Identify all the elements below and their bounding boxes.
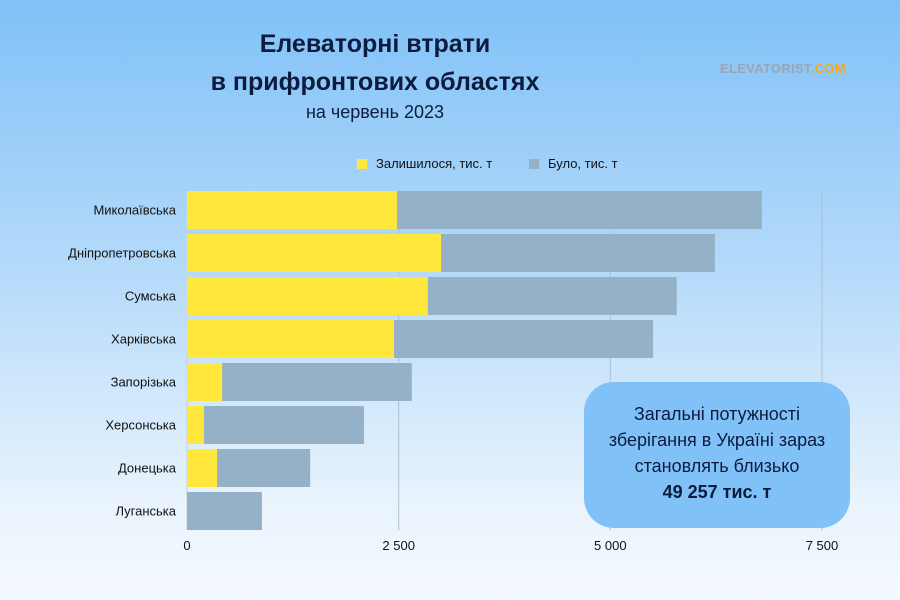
legend-item-was: Було, тис. т <box>529 156 618 171</box>
callout-value: 49 257 тис. т <box>662 482 772 502</box>
bar-remaining <box>187 320 395 358</box>
callout-line: зберігання в Україні зараз <box>608 430 826 450</box>
bar-was <box>187 406 364 444</box>
bar-was <box>187 492 262 530</box>
callout-box: Загальні потужності зберігання в Україні… <box>584 382 850 528</box>
y-tick-label: Донецька <box>118 461 177 476</box>
legend-item-remaining: Залишилося, тис. т <box>357 156 492 171</box>
bar-remaining <box>187 406 204 444</box>
bar-remaining <box>187 234 441 272</box>
bar-was <box>187 363 412 401</box>
y-tick-label: Луганська <box>115 504 176 519</box>
logo-part2: .COM <box>810 61 846 76</box>
logo: ELEVATORIST.COM <box>720 61 846 76</box>
callout-line: становлять близько <box>634 456 800 476</box>
bar-remaining <box>187 191 397 229</box>
y-tick-label: Сумська <box>125 289 177 304</box>
x-tick-label: 2 500 <box>382 538 415 553</box>
chart-title-line2: в прифронтових областях <box>210 68 540 96</box>
x-tick-label: 0 <box>183 538 190 553</box>
callout-line: Загальні потужності <box>633 404 801 424</box>
bar-remaining <box>187 277 428 315</box>
y-tick-label: Херсонська <box>105 418 176 433</box>
legend-label: Було, тис. т <box>548 156 618 171</box>
bar-remaining <box>187 449 218 487</box>
bar-remaining <box>187 363 223 401</box>
y-tick-label: Миколаївська <box>93 203 176 218</box>
chart-subtitle: на червень 2023 <box>305 102 445 122</box>
legend-swatch <box>357 158 367 169</box>
x-tick-label: 5 000 <box>594 538 627 553</box>
chart-title-line1: Елеваторні втрати <box>259 30 491 58</box>
x-tick-label: 7 500 <box>806 538 839 553</box>
legend-swatch <box>529 158 539 169</box>
y-tick-label: Дніпропетровська <box>68 246 177 261</box>
logo-part1: ELEVATORIST <box>720 61 811 76</box>
y-tick-label: Запорізька <box>111 375 177 390</box>
legend-label: Залишилося, тис. т <box>376 156 493 171</box>
y-tick-label: Харківська <box>111 332 177 347</box>
